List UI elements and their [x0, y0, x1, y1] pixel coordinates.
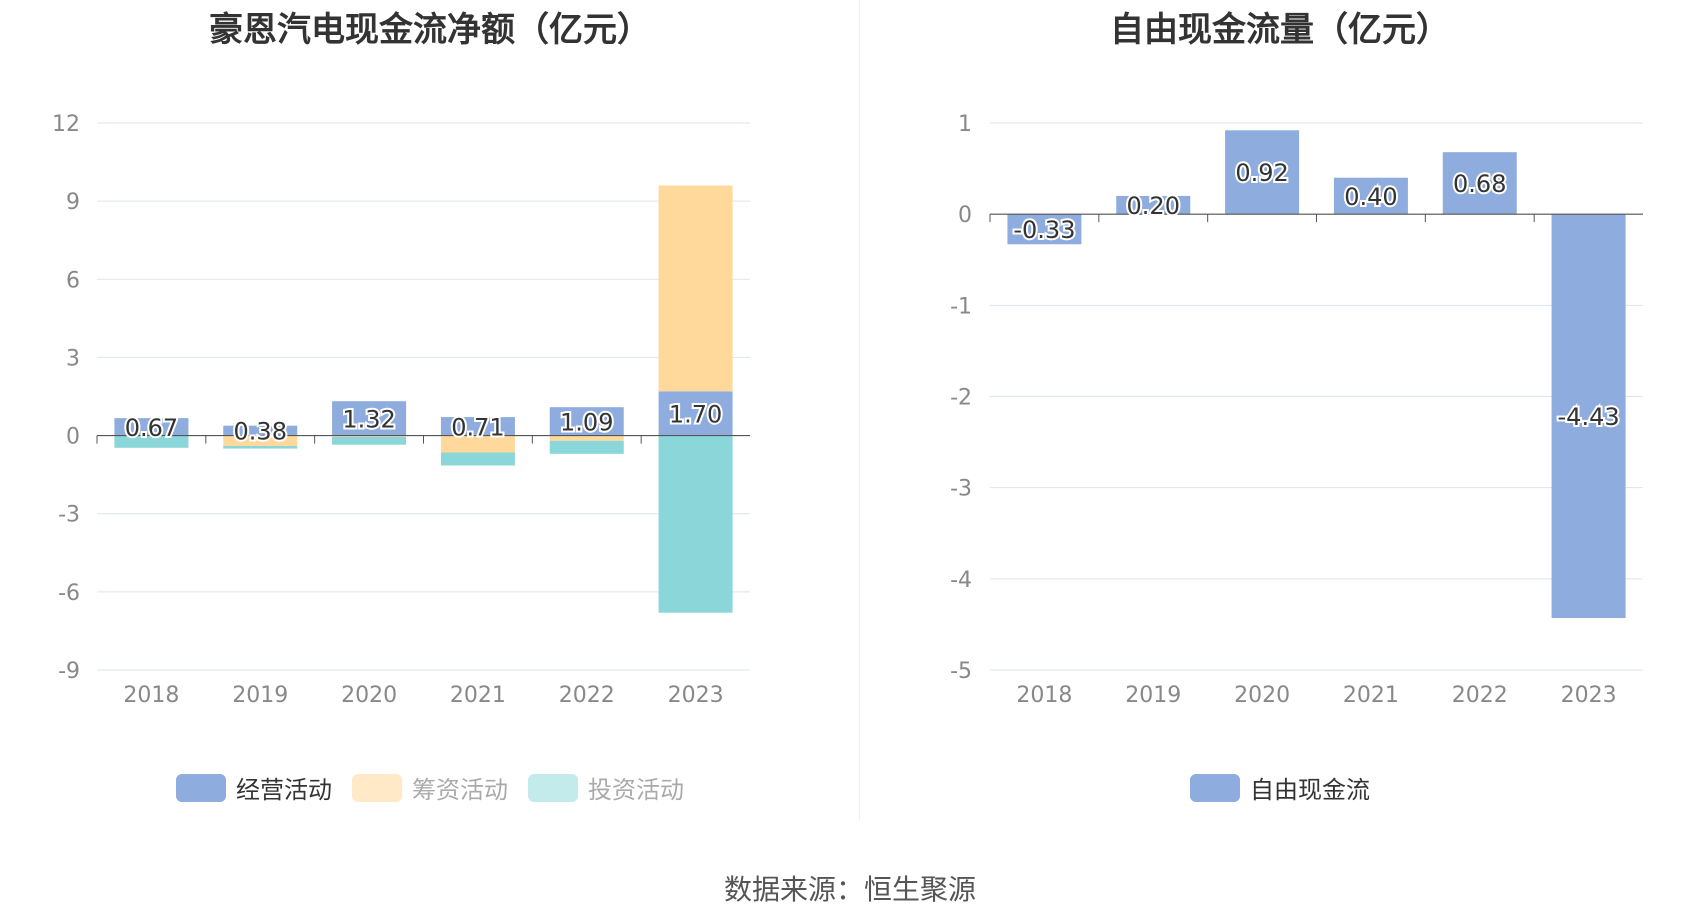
- legend-item-financing[interactable]: 筹资活动: [352, 770, 508, 805]
- legend-swatch-investing: [528, 773, 578, 802]
- bar-自由现金流-2021: [1333, 177, 1408, 215]
- bar-投资活动-2021: [440, 452, 515, 466]
- legend-item-operating[interactable]: 经营活动: [176, 770, 332, 805]
- x-tick-label: 2019: [232, 683, 288, 708]
- bar-投资活动-2022: [549, 440, 624, 454]
- bar-筹资活动-2019: [223, 435, 298, 446]
- legend-item-fcf[interactable]: 自由现金流: [1190, 770, 1370, 805]
- y-tick-label: -6: [58, 581, 80, 606]
- bar-筹资活动-2023: [658, 185, 733, 392]
- y-tick-label: 9: [66, 190, 80, 215]
- legend-swatch-operating: [176, 773, 226, 802]
- bar-自由现金流-2019: [1116, 195, 1191, 215]
- bar-自由现金流-2023: [1551, 214, 1626, 619]
- bar-经营活动-2023: [658, 391, 733, 436]
- x-tick-label: 2023: [1561, 683, 1617, 708]
- x-tick-label: 2018: [123, 683, 179, 708]
- legend-swatch-financing: [352, 773, 402, 802]
- y-tick-label: -2: [950, 386, 972, 411]
- legend-swatch-fcf: [1190, 773, 1240, 802]
- y-tick-label: 1: [958, 112, 972, 137]
- chart-title-left: 豪恩汽电现金流净额（亿元）: [209, 10, 651, 50]
- bar-筹资活动-2021: [440, 435, 515, 453]
- x-tick-label: 2019: [1125, 683, 1181, 708]
- data-label-2022: 1.09: [560, 408, 613, 436]
- y-tick-label: -1: [950, 294, 972, 319]
- bar-经营活动-2019: [223, 425, 298, 436]
- data-label-2018: 0.67: [125, 414, 178, 442]
- x-tick-label: 2020: [341, 683, 397, 708]
- y-tick-label: 6: [66, 268, 80, 293]
- data-label-2022: 0.68: [1453, 170, 1506, 198]
- x-tick-label: 2023: [668, 683, 724, 708]
- chart-title-right: 自由现金流量（亿元）: [1110, 10, 1450, 50]
- data-label-2020: 1.32: [342, 405, 395, 433]
- x-tick-label: 2021: [450, 683, 506, 708]
- data-label-2018: -0.33: [1013, 216, 1075, 244]
- x-tick-label: 2020: [1234, 683, 1290, 708]
- data-label-2021: 0.40: [1344, 183, 1397, 211]
- bar-自由现金流-2022: [1442, 152, 1517, 215]
- x-tick-label: 2018: [1016, 683, 1072, 708]
- y-tick-label: -3: [950, 477, 972, 502]
- free-cashflow-chart: 自由现金流量（亿元） 1 0 -1 -2 -3 -4 -5 2018 2019 2020 2021 2…: [860, 0, 1700, 820]
- data-label-2019: 0.20: [1127, 192, 1180, 220]
- bar-经营活动-2020: [332, 401, 407, 436]
- legend-label-fcf: 自由现金流: [1250, 776, 1370, 804]
- data-label-2023: 1.70: [669, 400, 722, 428]
- legend-label-operating: 经营活动: [236, 776, 332, 804]
- bar-经营活动-2021: [440, 417, 515, 436]
- y-tick-label: 3: [66, 346, 80, 371]
- x-tick-label: 2022: [1452, 683, 1508, 708]
- bar-经营活动-2018: [114, 418, 189, 436]
- bar-投资活动-2023: [658, 435, 733, 613]
- bar-自由现金流-2020: [1225, 130, 1300, 215]
- bar-投资活动-2018: [114, 435, 189, 448]
- legend-item-investing[interactable]: 投资活动: [528, 770, 684, 805]
- bar-投资活动-2020: [332, 436, 407, 445]
- data-label-2019: 0.38: [234, 418, 287, 446]
- free-cashflow-plot: 1 0 -1 -2 -3 -4 -5 2018 2019 2020 2021 2022 2023 -0.3…: [950, 112, 1643, 708]
- x-tick-label: 2021: [1343, 683, 1399, 708]
- bar-经营活动-2022: [549, 407, 624, 436]
- legend-label-financing: 筹资活动: [412, 776, 508, 804]
- x-tick-label: 2022: [559, 683, 615, 708]
- y-tick-label: 0: [66, 425, 80, 450]
- y-tick-label: -5: [950, 659, 972, 684]
- panel-divider: [859, 0, 860, 820]
- data-source-note: 数据来源：恒生聚源: [723, 873, 976, 906]
- data-label-2023: -4.43: [1558, 403, 1620, 431]
- bar-筹资活动-2020: [332, 435, 407, 437]
- legend-right: 自由现金流: [860, 770, 1700, 805]
- data-label-2020: 0.92: [1235, 159, 1288, 187]
- cashflow-net-chart: 豪恩汽电现金流净额（亿元） 12 9 6 3 0 -3 -6 -9 2018 2019 2020 20…: [0, 0, 860, 820]
- bar-投资活动-2019: [223, 445, 298, 449]
- y-tick-label: 12: [52, 112, 80, 137]
- data-label-2021: 0.71: [451, 413, 504, 441]
- y-tick-label: -3: [58, 503, 80, 528]
- cashflow-net-plot: 12 9 6 3 0 -3 -6 -9 2018 2019 2020 2021 2022 2023 0.67…: [52, 112, 750, 708]
- bar-自由现金流-2018: [1007, 214, 1082, 245]
- y-tick-label: -9: [58, 659, 80, 684]
- y-tick-label: -4: [950, 568, 972, 593]
- legend-label-investing: 投资活动: [588, 776, 684, 804]
- legend-left: 经营活动 筹资活动 投资活动: [0, 770, 860, 805]
- bar-筹资活动-2022: [549, 435, 624, 441]
- y-tick-label: 0: [958, 203, 972, 228]
